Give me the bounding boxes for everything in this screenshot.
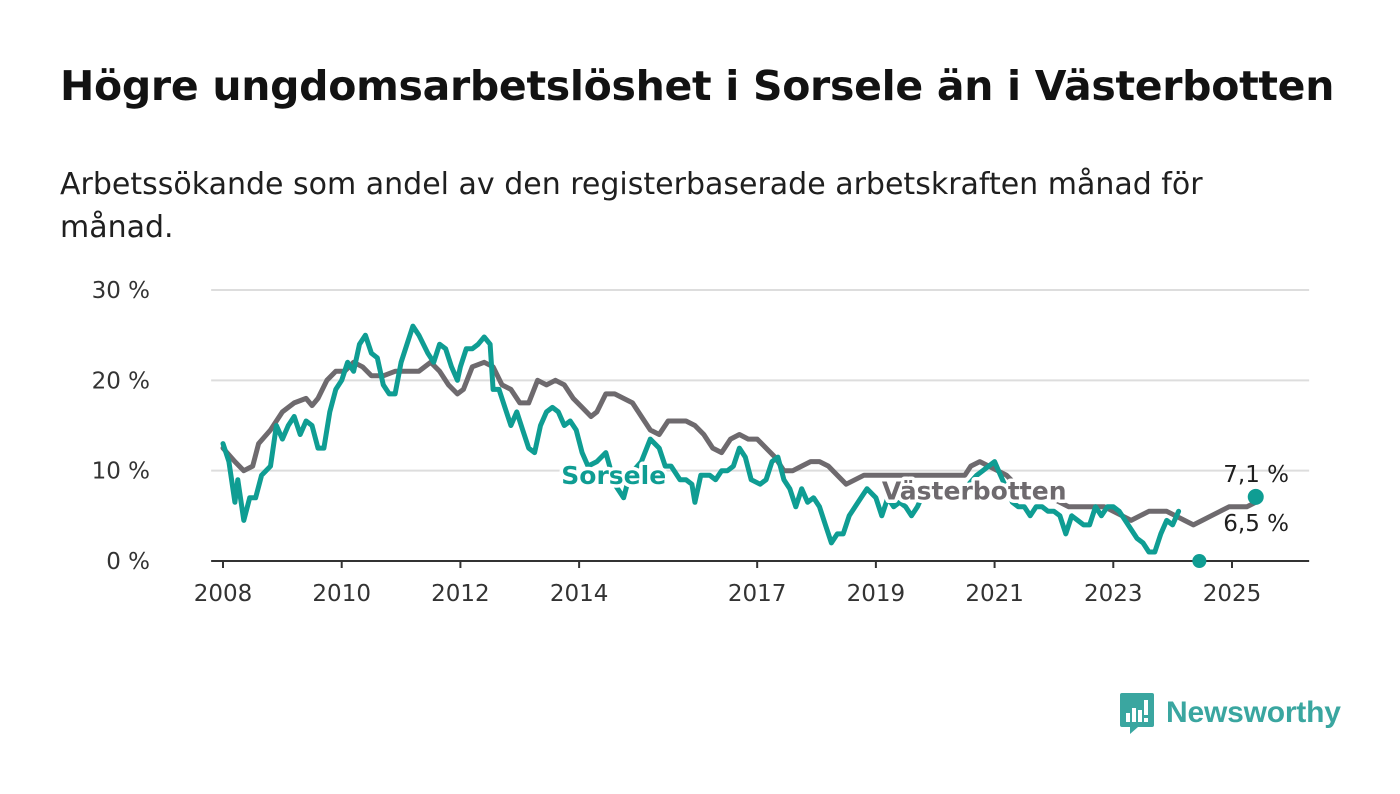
- y-tick-label: 30 %: [92, 278, 150, 304]
- x-tick-label: 2019: [847, 581, 906, 607]
- last-value-sorsele: 7,1 %: [1223, 462, 1289, 488]
- series-lines: [220, 323, 1264, 568]
- newsworthy-logo: Newsworthy: [1118, 690, 1341, 736]
- last-value-vasterbotten: 6,5 %: [1223, 511, 1289, 537]
- chart-subtitle: Arbetssökande som andel av den registerb…: [60, 167, 1203, 245]
- x-tick-label: 2023: [1084, 581, 1143, 607]
- chart-title: Högre ungdomsarbetslöshet i Sorsele än i…: [60, 62, 1335, 110]
- x-tick-label: 2025: [1203, 581, 1262, 607]
- series-label-sorsele: Sorsele: [561, 461, 666, 490]
- x-tick-label: 2010: [312, 581, 371, 607]
- series-line-vasterbotten: [220, 359, 1259, 528]
- x-tick-label: 2017: [728, 581, 787, 607]
- newsworthy-logo-icon: [1120, 693, 1154, 734]
- y-tick-label: 0 %: [106, 549, 150, 575]
- y-tick-label: 20 %: [92, 368, 150, 394]
- x-axis-ticks: 2008 2010 2012 2014 2017 2019 2021 2023 2025: [194, 561, 1262, 607]
- x-tick-label: 2008: [194, 581, 253, 607]
- series-line-sorsele: [220, 323, 1182, 555]
- y-axis-ticks: 0 % 10 % 20 % 30 %: [92, 278, 150, 575]
- x-tick-label: 2012: [431, 581, 490, 607]
- series-labels: Sorsele Västerbotten 7,1 % 6,5 %: [558, 458, 1289, 537]
- x-tick-label: 2014: [550, 581, 609, 607]
- series-label-vasterbotten: Västerbotten: [882, 477, 1067, 506]
- endpoint-marker: [1192, 554, 1207, 568]
- y-tick-label: 10 %: [92, 459, 150, 485]
- brand-name: Newsworthy: [1166, 696, 1341, 729]
- grid-lines: [211, 289, 1310, 562]
- endpoint-marker: [1247, 488, 1264, 505]
- line-chart: 0 % 10 % 20 % 30 % 2008 2010 2012 2014 2017 2019…: [92, 278, 1310, 607]
- x-tick-label: 2021: [965, 581, 1024, 607]
